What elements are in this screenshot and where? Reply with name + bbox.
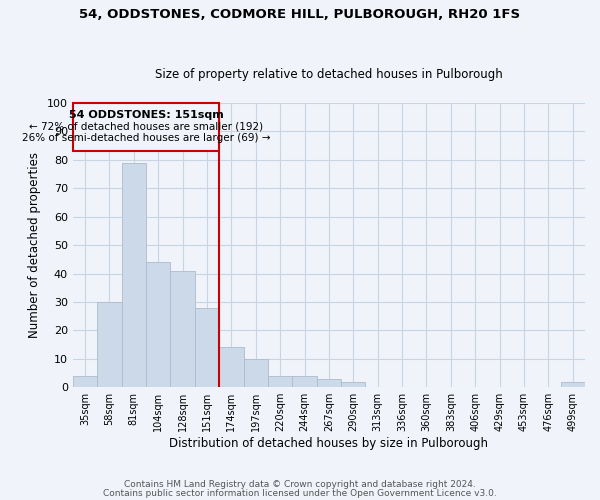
Bar <box>317 378 341 387</box>
Bar <box>146 262 170 387</box>
Y-axis label: Number of detached properties: Number of detached properties <box>28 152 41 338</box>
Bar <box>244 359 268 387</box>
FancyBboxPatch shape <box>73 103 219 152</box>
Bar <box>170 270 195 387</box>
Text: Contains public sector information licensed under the Open Government Licence v3: Contains public sector information licen… <box>103 488 497 498</box>
Text: 54, ODDSTONES, CODMORE HILL, PULBOROUGH, RH20 1FS: 54, ODDSTONES, CODMORE HILL, PULBOROUGH,… <box>79 8 521 20</box>
Text: 54 ODDSTONES: 151sqm: 54 ODDSTONES: 151sqm <box>68 110 223 120</box>
Bar <box>122 162 146 387</box>
Text: ← 72% of detached houses are smaller (192): ← 72% of detached houses are smaller (19… <box>29 122 263 132</box>
Bar <box>97 302 122 387</box>
Bar <box>195 308 219 387</box>
Bar <box>219 348 244 387</box>
Text: Contains HM Land Registry data © Crown copyright and database right 2024.: Contains HM Land Registry data © Crown c… <box>124 480 476 489</box>
Bar <box>268 376 292 387</box>
Text: 26% of semi-detached houses are larger (69) →: 26% of semi-detached houses are larger (… <box>22 133 270 143</box>
Bar <box>73 376 97 387</box>
X-axis label: Distribution of detached houses by size in Pulborough: Distribution of detached houses by size … <box>169 437 488 450</box>
Bar <box>292 376 317 387</box>
Bar <box>341 382 365 387</box>
Title: Size of property relative to detached houses in Pulborough: Size of property relative to detached ho… <box>155 68 503 81</box>
Bar <box>560 382 585 387</box>
